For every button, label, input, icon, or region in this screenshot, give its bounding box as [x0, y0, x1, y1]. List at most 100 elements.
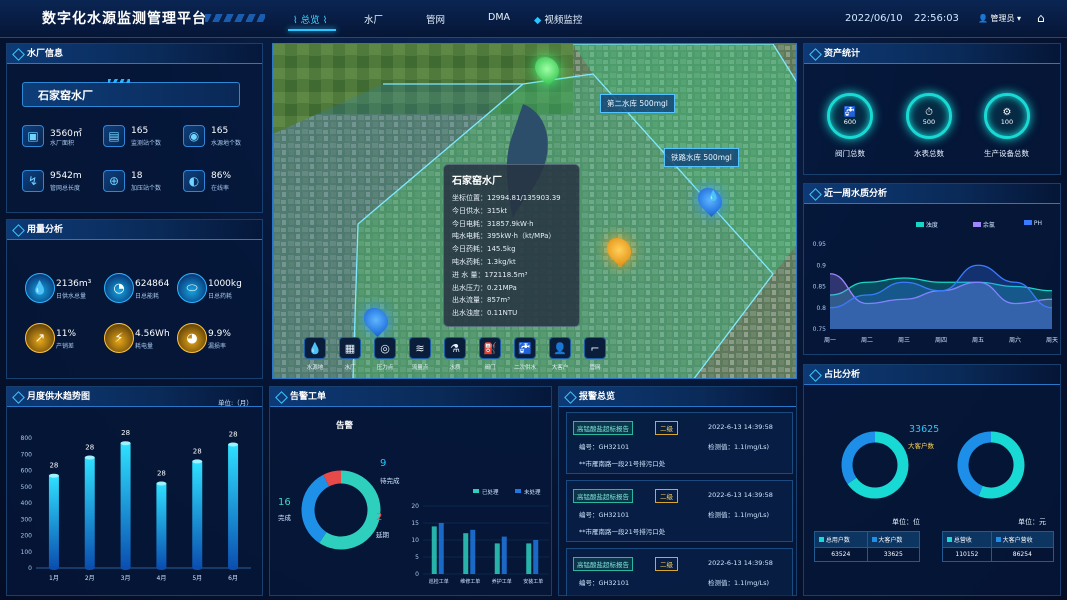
- alarm-name: 高锰酸盐超标报告: [573, 557, 633, 571]
- revenue-ratio-donut: [957, 431, 1025, 499]
- bar-value-label: 28: [229, 431, 238, 439]
- bar-3月: [120, 443, 131, 568]
- map-tool-label: 阀门: [484, 365, 496, 371]
- usage-label: 漏损率: [208, 343, 227, 350]
- map-tool-8[interactable]: 👤 大客户: [543, 337, 577, 371]
- popup-row: 吨水电耗：395kW·h（kt/MPa）: [452, 232, 556, 241]
- user-ratio-donut: [841, 431, 909, 499]
- asset-label: 阀门总数: [835, 149, 865, 158]
- bar-4月: [156, 483, 167, 568]
- alarm-list: 高锰酸盐超标报告 二级 2022-6-13 14:39:58 编号：GH32101 检测…: [566, 412, 793, 596]
- delay-count: 2: [376, 512, 383, 523]
- nav-video-label: 视频监控: [544, 15, 583, 26]
- map-label-railway-reservoir[interactable]: 铁路水库 500mgl: [664, 148, 739, 167]
- popup-row: 出水浊度：0.11NTU: [452, 309, 518, 318]
- monthly-chart: 0 100 200 300 400 500 600 700 800 28 1月 28 2月 28 3月 28 4…: [21, 429, 251, 582]
- nav-dma[interactable]: DMA: [488, 12, 511, 23]
- table-header-label: 大客户营收: [1002, 537, 1033, 544]
- map-tool-6[interactable]: ⛽ 阀门: [473, 337, 507, 371]
- x-tick-label: 周四: [935, 337, 947, 344]
- user-icon: 👤: [978, 14, 991, 23]
- legend-label: 余氯: [982, 222, 995, 229]
- x-tick-label: 2月: [85, 575, 95, 582]
- legend-swatch: [1024, 220, 1032, 225]
- nav-plant[interactable]: 水厂: [364, 15, 384, 26]
- device-count-circle: ⚙ 100: [984, 93, 1030, 139]
- stat-label: 水厂面积: [50, 140, 75, 147]
- pending-count: 9: [380, 458, 387, 469]
- meter-count-circle: ⏱ 500: [906, 93, 952, 139]
- home-icon[interactable]: ⌂: [1037, 11, 1045, 25]
- popup-row: 吨水药耗：1.3kg/kt: [452, 257, 516, 266]
- valve-icon: 🚰: [843, 106, 857, 118]
- leak-icon: ◕: [177, 323, 207, 353]
- plant-name-box: [22, 82, 240, 107]
- bar-未处理: [470, 529, 476, 574]
- alarm-card[interactable]: 高锰酸盐超标报告 二级 2022-6-13 14:39:58 编号：GH32101 检测…: [566, 480, 793, 542]
- bar-base: [48, 566, 59, 570]
- user-menu[interactable]: 👤 管理员 ▾: [978, 13, 1021, 24]
- legend-label: 浊度: [925, 222, 938, 229]
- alarm-value: 检测值：1.1(mg/Ls): [708, 511, 770, 519]
- bar-cap: [48, 473, 59, 478]
- asset-value: 600: [843, 117, 857, 126]
- device-icon: ⚙: [1002, 106, 1012, 118]
- date-display: 2022/06/10: [845, 13, 903, 24]
- nav-video[interactable]: ◆ 视频监控: [534, 12, 582, 26]
- flow-icon: ≋: [409, 337, 431, 359]
- map-tool-1[interactable]: 💧 水源地: [298, 337, 332, 371]
- quality-icon: ⚗: [444, 337, 466, 359]
- nav-overview[interactable]: ⌇ 总览 ⌇: [293, 12, 327, 26]
- monthly-unit: 单位:（月）: [218, 399, 253, 407]
- alarm-time: 2022-6-13 14:39:58: [708, 491, 773, 499]
- map-tool-4[interactable]: ≋ 流量点: [403, 337, 437, 371]
- y-tick-label: 0.85: [813, 284, 827, 291]
- y-tick-label: 500: [21, 484, 33, 491]
- table-cell: 86254: [990, 547, 1055, 562]
- plant-box-decoration: [108, 79, 130, 83]
- table-header-label: 总营收: [953, 537, 972, 544]
- usage-value: 9.9%: [208, 329, 231, 339]
- plant-name: 石家窑水厂: [38, 89, 93, 102]
- x-tick-label: 5月: [192, 575, 202, 582]
- alarm-time: 2022-6-13 14:39:58: [708, 559, 773, 567]
- quality-panel: 近一周水质分析: [803, 183, 1061, 355]
- bar-未处理: [501, 536, 507, 574]
- map-tool-3[interactable]: ◎ 压力点: [368, 337, 402, 371]
- table-header: 总营收: [942, 531, 992, 548]
- done-count: 16: [278, 497, 291, 508]
- alarm-card[interactable]: 高锰酸盐超标报告 二级 2022-6-13 14:39:58 编号：GH32101 检测…: [566, 412, 793, 474]
- map-tool-label: 流量点: [411, 365, 429, 371]
- donut-slice: [301, 474, 330, 543]
- map-tool-2[interactable]: ▦ 水厂: [333, 337, 367, 371]
- legend-swatch: [515, 489, 521, 493]
- stat-label: 加压站个数: [131, 185, 162, 192]
- line-PH: [829, 264, 1053, 309]
- bar-5月: [192, 461, 203, 568]
- asset-value: 500: [922, 117, 936, 126]
- bar-value-label: 28: [121, 429, 130, 437]
- map-tool-5[interactable]: ⚗ 水质: [438, 337, 472, 371]
- nav-pipe[interactable]: 管网: [426, 15, 446, 26]
- map-tool-9[interactable]: ⌐ 管网: [578, 337, 612, 371]
- donut-slice: [978, 431, 1025, 499]
- table-header: 大客户营收: [990, 531, 1055, 548]
- legend-ph: PH: [1024, 220, 1042, 227]
- usage-value: 4.56Wh: [135, 329, 170, 339]
- plant-info-panel: 水厂信息: [6, 43, 263, 213]
- bar-cap: [228, 442, 239, 447]
- map-tool-7[interactable]: 🚰 二次供水: [508, 337, 542, 371]
- stat-value: 86%: [211, 171, 232, 181]
- usage-value: 11%: [56, 329, 77, 339]
- map-tool-label: 水源地: [306, 365, 324, 371]
- alarm-card[interactable]: 高锰酸盐超标报告 二级 2022-6-13 14:39:58 编号：GH32101 检测…: [566, 548, 793, 596]
- usage-label: 日总药耗: [208, 293, 233, 300]
- map-tool-label: 压力点: [376, 365, 394, 371]
- diamond-icon: ◆: [534, 15, 545, 26]
- bar-cap: [156, 481, 167, 486]
- y-tick-label: 15: [411, 520, 419, 527]
- y-tick-label: 300: [21, 516, 33, 523]
- map-label-reservoir-2[interactable]: 第二水库 500mgl: [600, 94, 675, 113]
- legend-label: PH: [1033, 220, 1043, 227]
